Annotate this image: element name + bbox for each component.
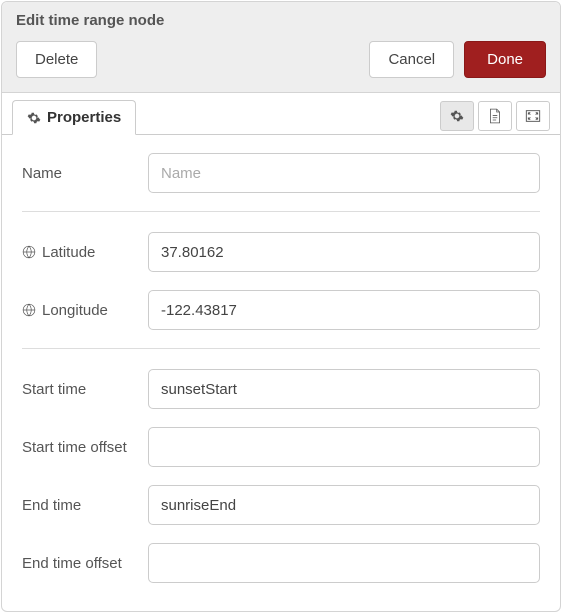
expand-icon bbox=[525, 109, 541, 123]
start-time-label: Start time bbox=[22, 381, 148, 398]
row-end-time: End time bbox=[22, 485, 540, 525]
divider bbox=[22, 211, 540, 212]
end-offset-input[interactable] bbox=[148, 543, 540, 583]
divider bbox=[22, 348, 540, 349]
name-label: Name bbox=[22, 165, 148, 182]
button-row-right: Cancel Done bbox=[369, 41, 546, 78]
tab-properties[interactable]: Properties bbox=[12, 100, 136, 135]
start-offset-label: Start time offset bbox=[22, 439, 148, 456]
cancel-button[interactable]: Cancel bbox=[369, 41, 454, 78]
button-row: Delete Cancel Done bbox=[2, 37, 560, 92]
latitude-input[interactable] bbox=[148, 232, 540, 272]
delete-button[interactable]: Delete bbox=[16, 41, 97, 78]
panel-header: Edit time range node Delete Cancel Done bbox=[2, 2, 560, 93]
row-start-time: Start time bbox=[22, 369, 540, 409]
document-icon bbox=[488, 108, 502, 124]
row-end-offset: End time offset bbox=[22, 543, 540, 583]
name-input[interactable] bbox=[148, 153, 540, 193]
tab-expand-button[interactable] bbox=[516, 101, 550, 131]
start-time-input[interactable] bbox=[148, 369, 540, 409]
longitude-input[interactable] bbox=[148, 290, 540, 330]
longitude-label-text: Longitude bbox=[42, 302, 108, 319]
gear-icon bbox=[27, 111, 41, 125]
globe-icon bbox=[22, 303, 36, 317]
row-name: Name bbox=[22, 153, 540, 193]
tabs-row: Properties bbox=[2, 99, 560, 135]
row-latitude: Latitude bbox=[22, 232, 540, 272]
form-body: Name Latitude Longitude St bbox=[2, 135, 560, 611]
start-offset-input[interactable] bbox=[148, 427, 540, 467]
latitude-label-text: Latitude bbox=[42, 244, 95, 261]
latitude-label: Latitude bbox=[22, 244, 148, 261]
row-start-offset: Start time offset bbox=[22, 427, 540, 467]
longitude-label: Longitude bbox=[22, 302, 148, 319]
edit-panel: Edit time range node Delete Cancel Done … bbox=[1, 1, 561, 612]
tab-properties-label: Properties bbox=[47, 109, 121, 126]
panel-title: Edit time range node bbox=[16, 12, 546, 29]
globe-icon bbox=[22, 245, 36, 259]
row-longitude: Longitude bbox=[22, 290, 540, 330]
done-button[interactable]: Done bbox=[464, 41, 546, 78]
gear-icon bbox=[450, 109, 464, 123]
tab-info-button[interactable] bbox=[478, 101, 512, 131]
end-time-label: End time bbox=[22, 497, 148, 514]
end-time-input[interactable] bbox=[148, 485, 540, 525]
title-row: Edit time range node bbox=[2, 2, 560, 37]
tab-settings-button[interactable] bbox=[440, 101, 474, 131]
end-offset-label: End time offset bbox=[22, 555, 148, 572]
